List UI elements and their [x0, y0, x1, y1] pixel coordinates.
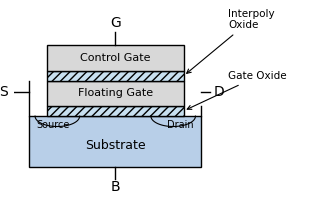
- Text: D: D: [213, 85, 224, 98]
- Text: Control Gate: Control Gate: [80, 53, 150, 63]
- Bar: [47, 81, 183, 106]
- Bar: [47, 45, 183, 71]
- Text: B: B: [110, 180, 120, 194]
- Text: G: G: [110, 16, 121, 30]
- Text: Source: Source: [37, 120, 70, 130]
- Text: Gate Oxide: Gate Oxide: [187, 71, 287, 109]
- Bar: [47, 71, 183, 81]
- Text: Drain: Drain: [167, 120, 194, 130]
- Bar: [47, 106, 183, 116]
- Text: Interpoly
Oxide: Interpoly Oxide: [187, 9, 275, 73]
- Text: S: S: [0, 85, 8, 98]
- Text: Substrate: Substrate: [85, 139, 146, 152]
- Text: Floating Gate: Floating Gate: [78, 88, 153, 98]
- Bar: [29, 116, 202, 167]
